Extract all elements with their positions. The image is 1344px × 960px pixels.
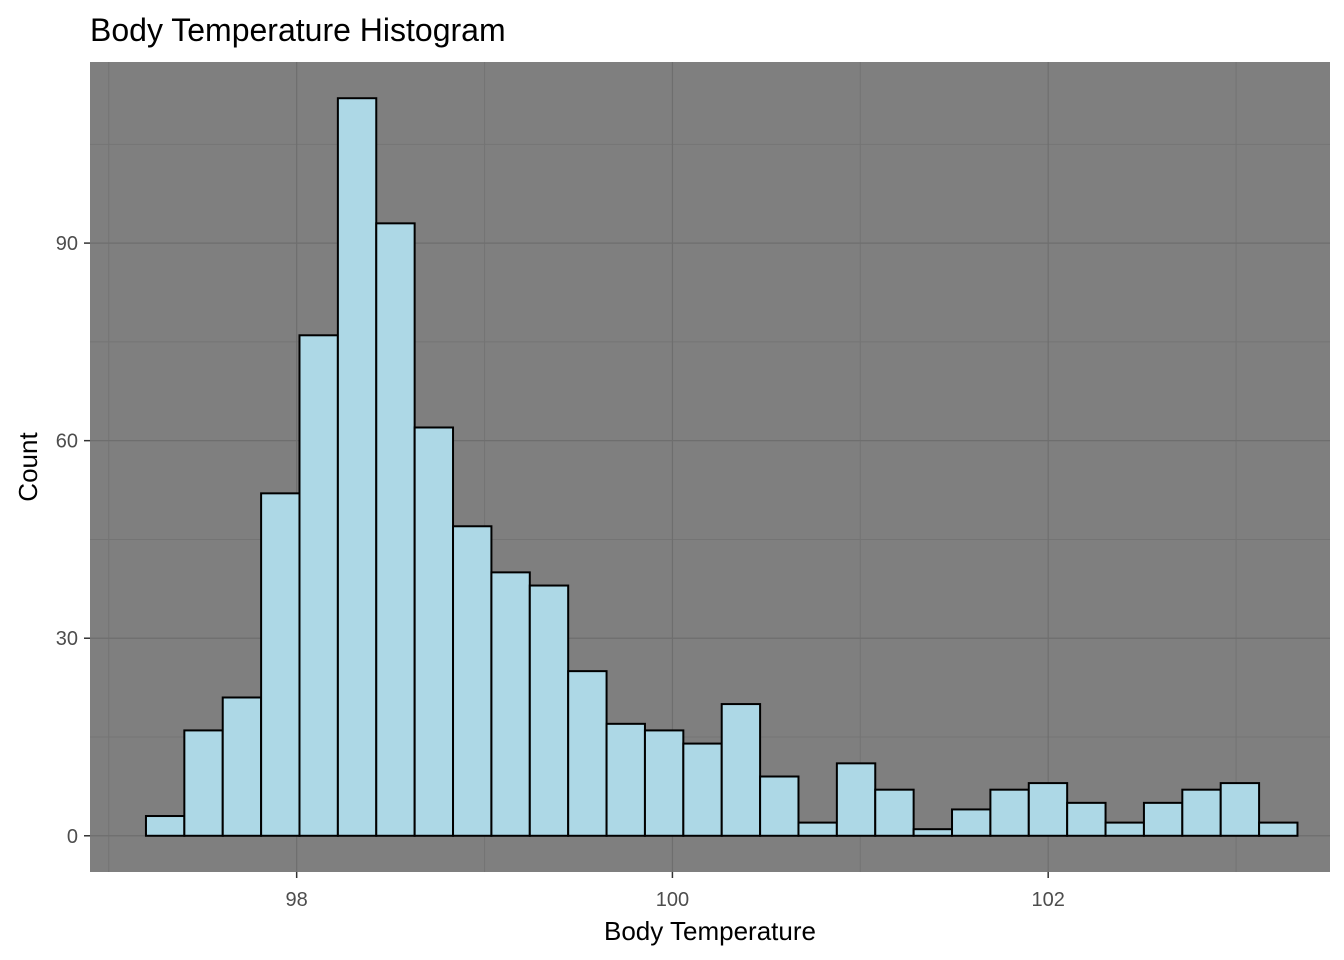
histogram-bar (720, 703, 762, 837)
histogram-bar (567, 670, 608, 837)
histogram-bar (336, 97, 378, 837)
histogram-bar (605, 722, 646, 837)
histogram-bar (1181, 788, 1222, 837)
histogram-bar (1219, 782, 1261, 837)
histogram-bar (490, 571, 531, 837)
y-axis-title: Count (13, 432, 43, 502)
histogram-bar (144, 815, 186, 837)
y-tick-label: 90 (56, 233, 78, 255)
y-tick-label: 30 (56, 628, 78, 650)
histogram-bar (183, 729, 224, 837)
histogram-bar (1066, 801, 1107, 837)
histogram-bar (951, 808, 992, 837)
y-axis-ticks: 0 30 60 90 (56, 233, 90, 848)
histogram-bar (413, 426, 455, 837)
histogram-bar (528, 584, 570, 837)
histogram-bar (912, 828, 954, 837)
histogram-bar (452, 525, 493, 837)
histogram-bar (375, 222, 416, 837)
histogram-bar (221, 696, 263, 837)
x-tick-label: 102 (1031, 889, 1064, 911)
histogram-bar (643, 729, 685, 837)
x-tick-label: 98 (286, 889, 308, 911)
y-tick-label: 60 (56, 431, 78, 453)
x-axis-ticks: 98 100 102 (286, 872, 1065, 911)
y-tick-label: 0 (67, 826, 78, 848)
histogram-bar (260, 492, 301, 837)
x-tick-label: 100 (656, 889, 689, 911)
histogram-bar (874, 788, 915, 837)
histogram-bar (1258, 821, 1299, 837)
histogram-bar (1104, 821, 1145, 837)
chart-title: Body Temperature Histogram (90, 12, 506, 48)
histogram-bar (298, 334, 339, 837)
histogram-bar (682, 742, 723, 837)
histogram-bars (144, 97, 1299, 837)
histogram-bar (989, 788, 1030, 837)
histogram-bar (835, 762, 877, 837)
histogram-bar (797, 821, 838, 837)
x-axis-title: Body Temperature (604, 916, 816, 946)
histogram-bar (759, 775, 800, 837)
histogram-bar (1142, 801, 1184, 837)
histogram-bar (1027, 782, 1069, 837)
